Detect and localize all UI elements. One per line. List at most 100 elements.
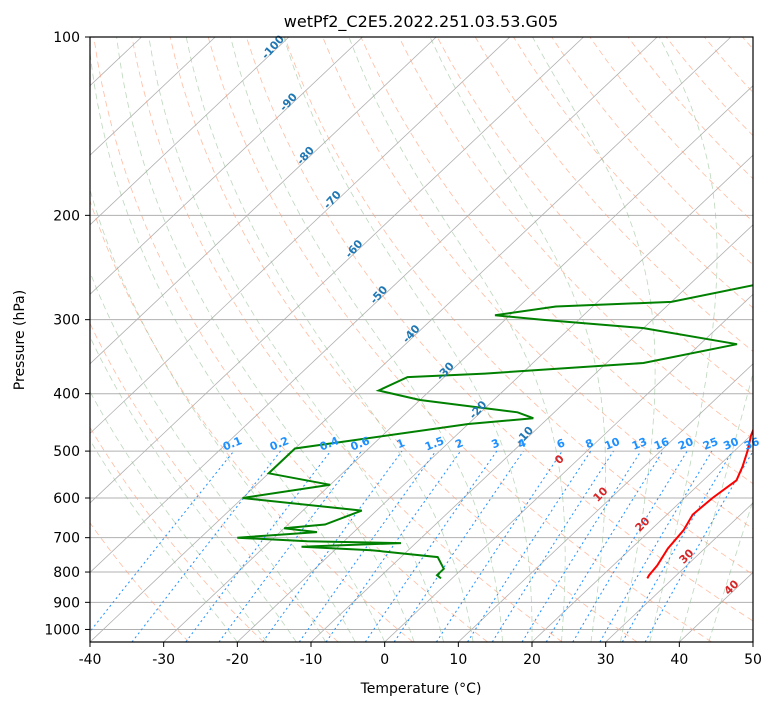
y-tick-label: 100 [53,30,80,46]
dry-adiabat [284,37,753,576]
x-tick-label: 30 [597,652,615,668]
isotherm-gridline [752,641,753,642]
x-tick-label: 50 [744,652,762,668]
mixing-ratio-line [545,450,664,642]
mixing-ratio-line [521,450,642,642]
dry-adiabat [246,37,753,622]
x-axis-label: Temperature (°C) [360,681,482,697]
mixing-ratio-label: 10 [603,435,622,453]
x-tick-label: -10 [300,652,323,668]
moist-adiabat [148,37,444,642]
dry-adiabat [742,37,753,50]
y-tick-label: 800 [53,565,80,581]
mixing-ratio-label: 25 [701,435,720,453]
dry-adiabat-label: 40 [722,577,742,597]
isotherm-gridline [90,37,658,574]
isotherm-gridline [90,37,363,295]
moist-adiabat [708,499,753,642]
isotherm-gridline [163,85,753,642]
dry-adiabat [436,37,753,396]
dry-adiabat [93,37,488,642]
x-tick-label: -40 [79,652,102,668]
isotherm-gridline [384,293,753,642]
isotherm-label: -80 [294,144,317,168]
dry-adiabat [90,426,264,642]
isotherm-label: -20 [467,398,490,422]
mixing-ratio-label: 20 [676,435,695,453]
mixing-ratio-label: 30 [722,435,741,453]
isotherm-label: -50 [367,283,390,307]
isotherm-label: -40 [400,322,423,346]
mixing-ratio-label: 8 [583,436,595,451]
moist-adiabat [532,37,656,642]
dry-adiabat-label: 0 [552,452,567,467]
mixing-ratio-line [644,450,753,642]
mixing-ratio-line [131,450,281,642]
mixing-ratio-line [218,450,362,642]
dry-adiabat [169,37,638,642]
isotherm-gridline [458,363,753,642]
dry-adiabat [551,37,753,266]
x-tick-label: 20 [523,652,541,668]
mixing-ratio-line [621,450,733,642]
dry-adiabat [398,37,753,440]
moist-adiabat [90,188,356,642]
dry-adiabat [513,37,753,309]
plot-frame [89,36,754,643]
x-tick-label: -30 [152,652,175,668]
isotherm-gridline [90,37,584,504]
isotherm-gridline [90,37,437,365]
isotherm-label: -90 [277,90,300,114]
isotherm-gridline [90,37,290,226]
moist-adiabat [90,48,386,642]
mixing-ratio-label: 16 [652,435,671,453]
isotherm-gridline [90,37,732,642]
y-tick-label: 400 [53,387,80,403]
mixing-ratio-line [435,450,563,642]
moist-adiabat [230,37,503,642]
profile-line-2 [237,284,753,580]
dry-adiabat [207,37,712,642]
mixing-ratio-line [491,450,614,642]
moist-adiabat [283,37,533,642]
moist-adiabat [90,271,327,642]
mixing-ratio-label: 2 [453,436,465,451]
chart-title: wetPf2_C2E5.2022.251.03.53.G05 [284,12,558,32]
isotherm-label: -70 [321,188,344,212]
moist-adiabat [429,37,606,642]
y-axis-label: Pressure (hPa) [12,290,28,390]
dry-adiabat [90,199,414,642]
isotherm-gridline [90,37,216,156]
mixing-ratio-label: 1 [395,436,407,451]
dry-adiabat [90,322,339,642]
moist-adiabat [90,335,297,642]
isotherm-gridline [679,571,753,642]
dry-adiabat [474,37,753,352]
moist-adiabat [185,37,474,642]
profile-line-1 [646,427,753,579]
moist-adiabat [649,37,718,642]
x-tick-label: 40 [670,652,688,668]
moist-adiabat [348,37,566,642]
isotherm-label: -60 [342,237,365,261]
mixing-ratio-line [467,450,592,642]
mixing-ratio-line [298,450,437,642]
dry-adiabat [360,37,753,485]
x-tick-label: -20 [226,652,249,668]
y-tick-label: 200 [53,208,80,224]
mixing-ratio-line [90,450,235,633]
isotherm-gridline [90,37,511,434]
dry-adiabat [90,522,190,642]
mixing-ratio-label: 6 [555,436,567,451]
mixing-ratio-line [599,450,713,642]
dry-adiabat-label: 20 [633,514,653,534]
moist-adiabat [90,439,238,642]
mixing-ratio-line [393,450,524,642]
mixing-ratio-line [325,450,462,642]
moist-adiabat [678,371,753,642]
x-tick-label: 10 [449,652,467,668]
mixing-ratio-label: 36 [742,435,761,453]
y-tick-label: 700 [53,531,80,547]
isotherm-gridline [0,37,68,642]
y-tick-label: 1000 [44,622,80,638]
